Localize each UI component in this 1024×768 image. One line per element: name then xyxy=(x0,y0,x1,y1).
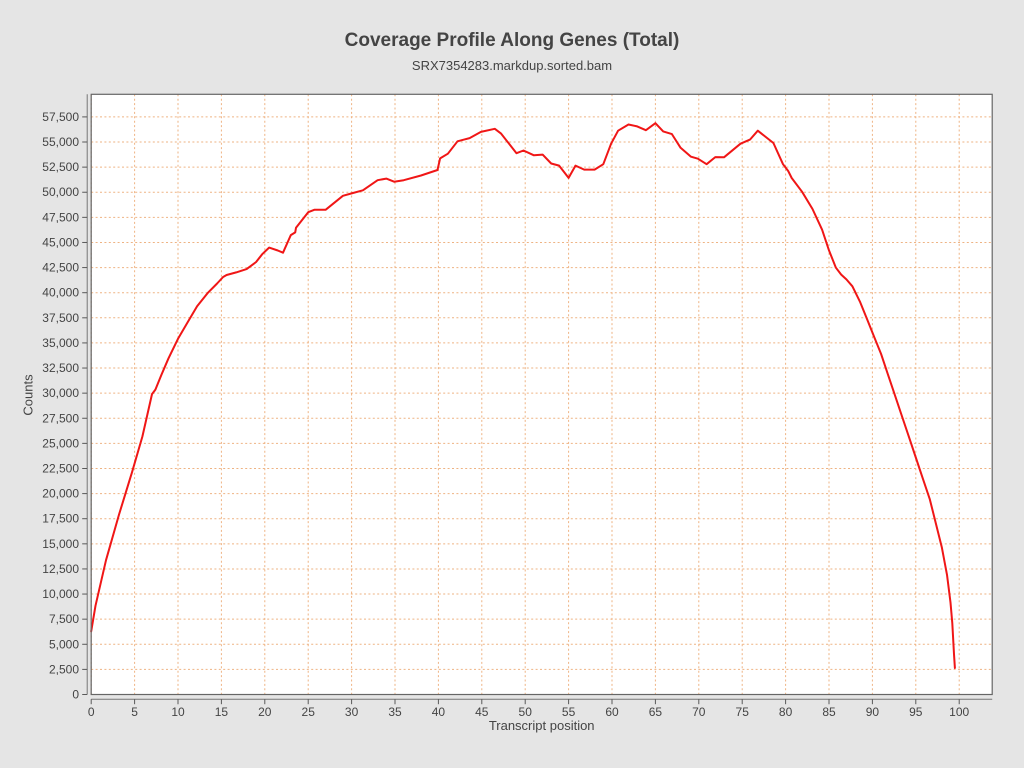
svg-text:17,500: 17,500 xyxy=(42,512,79,526)
svg-text:20: 20 xyxy=(258,705,272,719)
svg-text:70: 70 xyxy=(692,705,706,719)
svg-text:95: 95 xyxy=(909,705,923,719)
svg-text:35: 35 xyxy=(388,705,402,719)
svg-text:2,500: 2,500 xyxy=(49,662,79,676)
svg-text:55: 55 xyxy=(562,705,576,719)
svg-text:50: 50 xyxy=(519,705,533,719)
svg-text:0: 0 xyxy=(88,705,95,719)
svg-text:27,500: 27,500 xyxy=(42,411,79,425)
svg-text:57,500: 57,500 xyxy=(42,110,79,124)
svg-text:65: 65 xyxy=(649,705,663,719)
svg-text:10: 10 xyxy=(171,705,185,719)
svg-text:52,500: 52,500 xyxy=(42,160,79,174)
svg-text:30,000: 30,000 xyxy=(42,386,79,400)
svg-text:35,000: 35,000 xyxy=(42,336,79,350)
svg-text:10,000: 10,000 xyxy=(42,587,79,601)
svg-text:80: 80 xyxy=(779,705,793,719)
svg-text:15: 15 xyxy=(215,705,229,719)
svg-text:20,000: 20,000 xyxy=(42,487,79,501)
svg-text:12,500: 12,500 xyxy=(42,562,79,576)
svg-text:5: 5 xyxy=(131,705,138,719)
svg-text:90: 90 xyxy=(866,705,880,719)
svg-text:37,500: 37,500 xyxy=(42,311,79,325)
svg-text:85: 85 xyxy=(822,705,836,719)
svg-text:50,000: 50,000 xyxy=(42,185,79,199)
svg-text:45: 45 xyxy=(475,705,489,719)
svg-text:22,500: 22,500 xyxy=(42,461,79,475)
svg-text:47,500: 47,500 xyxy=(42,210,79,224)
svg-text:5,000: 5,000 xyxy=(49,637,79,651)
svg-text:75: 75 xyxy=(736,705,750,719)
svg-text:55,000: 55,000 xyxy=(42,135,79,149)
svg-text:32,500: 32,500 xyxy=(42,361,79,375)
svg-text:42,500: 42,500 xyxy=(42,261,79,275)
svg-text:100: 100 xyxy=(949,705,969,719)
svg-text:7,500: 7,500 xyxy=(49,612,79,626)
svg-text:45,000: 45,000 xyxy=(42,235,79,249)
svg-text:60: 60 xyxy=(605,705,619,719)
svg-text:40: 40 xyxy=(432,705,446,719)
svg-text:15,000: 15,000 xyxy=(42,537,79,551)
svg-text:0: 0 xyxy=(72,688,79,702)
svg-text:30: 30 xyxy=(345,705,359,719)
svg-text:40,000: 40,000 xyxy=(42,286,79,300)
svg-text:25,000: 25,000 xyxy=(42,436,79,450)
svg-text:25: 25 xyxy=(302,705,316,719)
